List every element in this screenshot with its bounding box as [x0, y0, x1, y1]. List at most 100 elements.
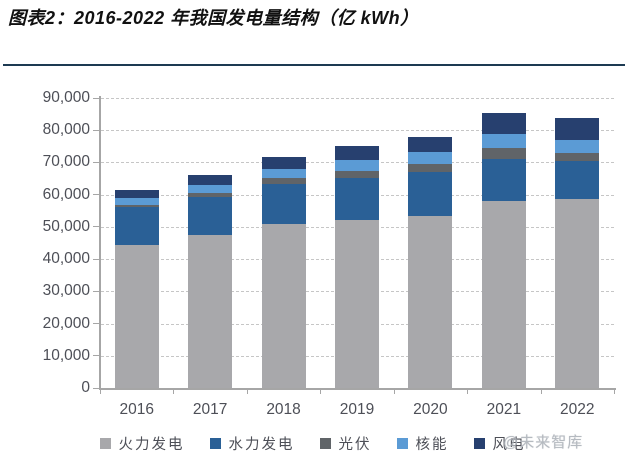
segment-光伏 [408, 164, 453, 173]
x-axis-tick [467, 390, 469, 394]
x-axis-tick [246, 390, 248, 394]
y-axis-tick-label: 10,000 [42, 346, 90, 364]
legend-label: 水力发电 [228, 437, 295, 453]
segment-水力发电 [408, 172, 453, 217]
segment-水力发电 [261, 184, 306, 224]
legend-swatch-icon [209, 438, 221, 449]
segment-光伏 [261, 178, 306, 185]
y-axis-tick-label: 0 [81, 379, 90, 396]
legend-item-火力发电: 火力发电 [99, 433, 185, 454]
y-axis-tick-label: 30,000 [42, 282, 90, 300]
bar-2016 [114, 190, 159, 388]
y-axis-tick [93, 97, 100, 99]
segment-风电 [481, 112, 526, 135]
legend-swatch-icon [473, 438, 485, 449]
y-axis-tick [93, 387, 100, 389]
bar-2021 [481, 112, 526, 388]
segment-风电 [114, 190, 159, 198]
segment-水力发电 [555, 160, 600, 200]
y-axis-tick-label: 20,000 [42, 314, 90, 332]
segment-火力发电 [261, 223, 306, 388]
x-axis-tick [393, 390, 395, 394]
y-axis-tick-label: 80,000 [42, 121, 90, 139]
segment-水力发电 [335, 177, 379, 220]
gridline [101, 130, 614, 132]
y-axis-tick [93, 194, 100, 196]
legend-item-水力发电: 水力发电 [209, 433, 295, 454]
segment-风电 [408, 136, 453, 153]
y-axis-tick [93, 290, 100, 292]
segment-火力发电 [408, 216, 453, 388]
segment-核能 [114, 197, 159, 205]
segment-核能 [261, 168, 306, 179]
segment-核能 [481, 134, 526, 148]
x-axis-label: 2018 [266, 401, 301, 418]
x-axis-label: 2016 [119, 401, 154, 418]
legend-label: 风电 [492, 437, 526, 453]
legend-swatch-icon [319, 438, 331, 449]
x-axis-tick [614, 390, 615, 394]
segment-风电 [335, 146, 379, 160]
watermark: @未来智库 [503, 434, 584, 451]
x-axis-tick [100, 390, 101, 394]
legend-item-风电: 风电 [473, 433, 526, 454]
y-axis-tick [93, 258, 100, 260]
segment-风电 [261, 156, 306, 169]
legend-swatch-icon [99, 438, 111, 449]
x-axis-label: 2021 [486, 401, 522, 418]
figure-title: 图表2：2016-2022 年我国发电量结构（亿 kWh） [8, 8, 419, 28]
segment-水力发电 [481, 158, 526, 201]
y-axis-tick-label: 50,000 [42, 217, 90, 235]
y-axis-tick [93, 323, 100, 325]
segment-风电 [188, 174, 233, 185]
legend-label: 火力发电 [118, 437, 185, 453]
segment-光伏 [114, 204, 159, 207]
y-axis-line [99, 96, 101, 390]
x-axis-label: 2022 [560, 401, 595, 418]
gridline [101, 98, 614, 99]
bar-2020 [408, 136, 453, 388]
y-axis-tick-label: 40,000 [42, 250, 90, 268]
segment-核能 [408, 152, 453, 165]
chart-legend: 火力发电 水力发电 光伏 核能 风电 [0, 433, 625, 454]
x-axis-label: 2019 [339, 401, 375, 418]
y-axis-tick-label: 90,000 [42, 89, 90, 106]
segment-火力发电 [114, 244, 159, 388]
bar-2022 [555, 117, 600, 388]
x-axis-label: 2020 [413, 401, 448, 418]
legend-label: 光伏 [338, 437, 372, 453]
title-divider [3, 64, 625, 66]
segment-核能 [335, 159, 379, 171]
x-axis-tick [540, 390, 542, 394]
segment-光伏 [555, 153, 600, 161]
x-axis-label: 2017 [192, 401, 228, 418]
bar-2017 [188, 174, 233, 388]
segment-火力发电 [335, 219, 379, 388]
y-axis-tick [93, 226, 100, 228]
segment-光伏 [335, 170, 379, 178]
segment-火力发电 [188, 234, 233, 388]
y-axis-tick [93, 161, 100, 163]
legend-swatch-icon [396, 438, 408, 449]
legend-item-核能: 核能 [396, 433, 449, 454]
segment-风电 [555, 117, 600, 140]
segment-水力发电 [188, 196, 233, 235]
segment-核能 [188, 184, 233, 193]
y-axis-tick-label: 60,000 [42, 185, 90, 203]
segment-光伏 [481, 147, 526, 159]
y-axis-tick [93, 129, 100, 131]
x-axis-tick [173, 390, 175, 394]
segment-核能 [555, 139, 600, 154]
y-axis-tick-label: 70,000 [42, 153, 90, 171]
legend-label: 核能 [415, 437, 449, 453]
legend-item-光伏: 光伏 [319, 433, 372, 454]
segment-光伏 [188, 192, 233, 197]
x-axis-line [99, 388, 616, 390]
segment-水力发电 [114, 206, 159, 245]
y-axis-tick [93, 355, 100, 357]
bar-2019 [335, 146, 379, 388]
segment-火力发电 [555, 199, 600, 388]
x-axis-tick [320, 390, 322, 394]
bar-2018 [261, 156, 306, 388]
